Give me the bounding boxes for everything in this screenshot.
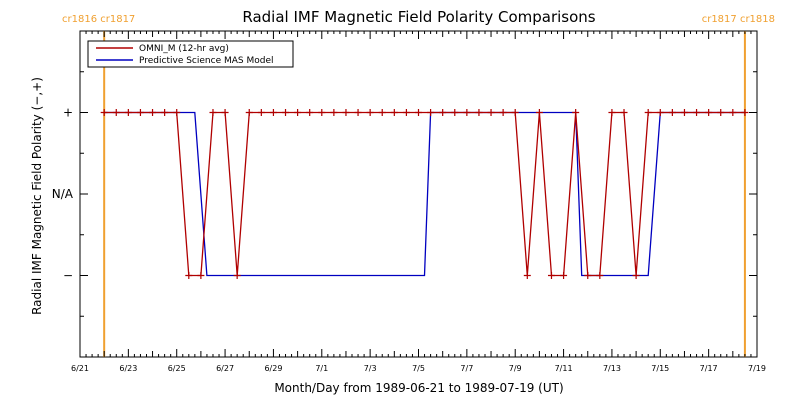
x-tick-label: 6/23 <box>119 364 137 373</box>
x-tick-label: 7/1 <box>315 364 328 373</box>
data-point <box>209 109 217 116</box>
data-point <box>608 109 616 116</box>
data-point <box>197 272 205 279</box>
data-point <box>572 109 580 116</box>
x-tick-label: 7/7 <box>460 364 473 373</box>
data-point <box>644 109 652 116</box>
data-point <box>427 109 435 116</box>
data-point <box>342 109 350 116</box>
data-point <box>560 272 568 279</box>
data-point <box>221 109 229 116</box>
data-point <box>402 109 410 116</box>
data-point <box>136 109 144 116</box>
x-tick-label: 7/9 <box>509 364 522 373</box>
data-point <box>185 272 193 279</box>
data-point <box>390 109 398 116</box>
series-line <box>104 111 745 277</box>
data-point <box>680 109 688 116</box>
x-tick-label: 6/29 <box>264 364 282 373</box>
y-tick-label: + <box>63 106 73 120</box>
data-point <box>245 109 253 116</box>
data-point <box>584 272 592 279</box>
carrington-label: cr1816 cr1817 <box>62 14 135 25</box>
data-point <box>499 109 507 116</box>
data-point <box>668 109 676 116</box>
data-point <box>705 109 713 116</box>
data-point <box>318 109 326 116</box>
data-point <box>306 109 314 116</box>
x-tick-label: 7/19 <box>748 364 766 373</box>
legend: OMNI_M (12-hr avg) Predictive Science MAS… <box>87 40 294 68</box>
data-point <box>233 272 241 279</box>
series-layer <box>100 109 749 279</box>
data-point <box>632 272 640 279</box>
data-point <box>451 109 459 116</box>
x-tick-label: 7/15 <box>651 364 669 373</box>
data-point <box>330 109 338 116</box>
data-point <box>282 109 290 116</box>
x-axis-ticks: 6/21 6/23 6/25 6/27 6/29 7/1 7/3 7/5 7/7 7/9 7/11 7… <box>71 31 766 373</box>
y-tick-label: − <box>63 269 73 283</box>
data-point <box>620 109 628 116</box>
data-point <box>294 109 302 116</box>
y-axis-label: Radial IMF Magnetic Field Polarity (−,+) <box>30 77 44 315</box>
data-point <box>269 109 277 116</box>
series-line <box>104 111 745 277</box>
data-point <box>596 272 604 279</box>
x-tick-label: 7/17 <box>700 364 718 373</box>
carrington-rotation-lines <box>103 31 746 357</box>
data-point <box>439 109 447 116</box>
data-point <box>463 109 471 116</box>
data-point <box>656 109 664 116</box>
x-axis-label: Month/Day from 1989-06-21 to 1989-07-19 … <box>274 381 563 395</box>
data-point <box>149 109 157 116</box>
y-tick-label: N/A <box>52 187 74 201</box>
carrington-label: cr1817 cr1818 <box>702 14 775 25</box>
y-axis-ticks: + N/A − <box>52 71 757 317</box>
data-point <box>257 109 265 116</box>
carrington-rotation-labels: cr1816 cr1817 cr1817 cr1818 <box>62 14 775 25</box>
data-point <box>161 109 169 116</box>
x-tick-label: 7/13 <box>603 364 621 373</box>
x-tick-label: 7/3 <box>364 364 377 373</box>
x-tick-label: 6/21 <box>71 364 89 373</box>
data-point <box>112 109 120 116</box>
plot-frame <box>79 30 758 358</box>
x-tick-label: 7/5 <box>412 364 425 373</box>
data-point <box>487 109 495 116</box>
data-point <box>535 109 543 116</box>
legend-entry: OMNI_M (12-hr avg) <box>139 44 229 54</box>
legend-entry: Predictive Science MAS Model <box>139 56 274 66</box>
data-point <box>475 109 483 116</box>
data-point <box>511 109 519 116</box>
data-point <box>547 272 555 279</box>
data-point <box>354 109 362 116</box>
x-tick-label: 7/11 <box>555 364 573 373</box>
data-point <box>366 109 374 116</box>
data-point <box>729 109 737 116</box>
data-point <box>693 109 701 116</box>
legend-box <box>87 40 294 68</box>
chart-title: Radial IMF Magnetic Field Polarity Compa… <box>242 8 595 26</box>
data-point <box>100 109 108 116</box>
data-point <box>378 109 386 116</box>
x-tick-label: 6/27 <box>216 364 234 373</box>
x-tick-label: 6/25 <box>168 364 186 373</box>
data-point <box>124 109 132 116</box>
data-point <box>717 109 725 116</box>
data-point <box>173 109 181 116</box>
data-point <box>741 109 749 116</box>
data-point <box>415 109 422 116</box>
data-point <box>523 272 531 279</box>
